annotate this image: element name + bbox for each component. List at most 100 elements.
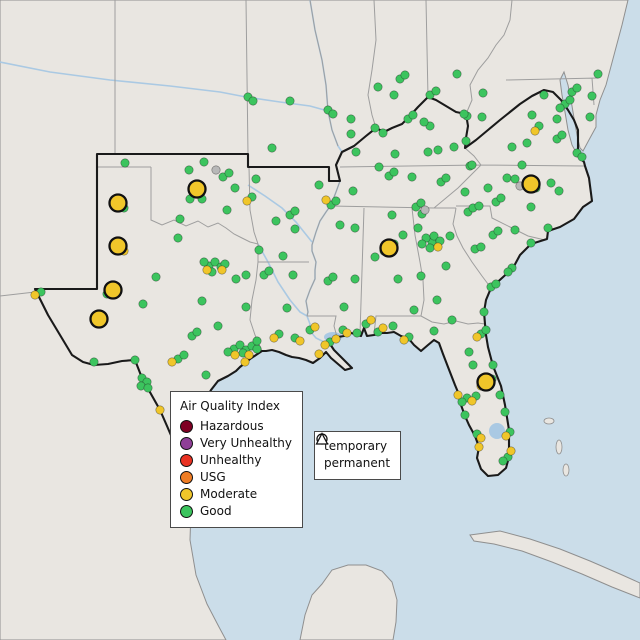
station-dot-good — [503, 267, 513, 277]
bahamas-island — [543, 417, 555, 425]
station-dot-good — [502, 173, 512, 183]
station-dot-good — [241, 302, 251, 312]
station-dot-good — [461, 136, 471, 146]
station-dot-good — [417, 239, 427, 249]
station-dot-good — [565, 95, 575, 105]
station-dot-good — [546, 178, 556, 188]
station-dot-missing — [211, 165, 221, 175]
arkansas-river — [247, 184, 313, 243]
station-dot-good — [423, 147, 433, 157]
station-dot-good — [488, 360, 498, 370]
station-dot-good — [288, 270, 298, 280]
station-dot-good — [389, 167, 399, 177]
station-dot-good — [510, 174, 520, 184]
station-dot-moderate — [320, 340, 330, 350]
station-dot-good — [210, 257, 220, 267]
station-dot-good — [500, 407, 510, 417]
station-dot-good — [230, 183, 240, 193]
station-dot-good — [468, 360, 478, 370]
station-dot-moderate — [378, 323, 388, 333]
station-dot-good — [552, 114, 562, 124]
station-dot-good — [425, 243, 435, 253]
station-dot-good — [419, 117, 429, 127]
station-dot-good — [130, 355, 140, 365]
station-dot-good — [282, 303, 292, 313]
station-dot-good — [429, 231, 439, 241]
temporary-station-marker — [108, 236, 128, 256]
station-dot-moderate — [314, 349, 324, 359]
station-dot-good — [467, 160, 477, 170]
station-dot-good — [370, 123, 380, 133]
station-dot-good — [408, 110, 418, 120]
very-unhealthy-swatch-icon — [180, 437, 193, 450]
temporary-station-marker — [108, 193, 128, 213]
station-dot-good — [350, 223, 360, 233]
station-dot-good — [271, 216, 281, 226]
station-dot-good — [199, 157, 209, 167]
marker-legend-item-temporary: temporary — [316, 433, 390, 455]
aqi-legend-title: Air Quality Index — [180, 399, 281, 413]
station-dot-good — [526, 202, 536, 212]
usg-swatch-icon — [180, 471, 193, 484]
station-dot-good — [351, 147, 361, 157]
aqi-legend-item-moderate: Moderate — [180, 486, 292, 503]
station-dot-good — [498, 456, 508, 466]
station-dot-good — [447, 315, 457, 325]
station-dot-good — [432, 295, 442, 305]
station-dot-moderate — [217, 265, 227, 275]
station-dot-moderate — [321, 195, 331, 205]
station-dot-good — [457, 397, 467, 407]
usg-label: USG — [200, 470, 226, 484]
station-dot-good — [407, 172, 417, 182]
station-dot-good — [495, 390, 505, 400]
station-dot-good — [138, 299, 148, 309]
station-dot-good — [224, 168, 234, 178]
station-dot-good — [370, 252, 380, 262]
temporary-station-marker — [103, 280, 123, 300]
station-dot-moderate — [240, 357, 250, 367]
red-river — [257, 243, 308, 317]
lake-okeechobee — [489, 423, 505, 439]
aqi-legend-item-unhealthy: Unhealthy — [180, 452, 292, 469]
moderate-label: Moderate — [200, 487, 258, 501]
station-dot-good — [184, 165, 194, 175]
station-dot-good — [143, 383, 153, 393]
aqi-legend-item-hazardous: Hazardous — [180, 418, 292, 435]
temporary-label: temporary — [324, 439, 388, 453]
station-dot-good — [267, 143, 277, 153]
station-dot-good — [339, 302, 349, 312]
station-dot-good — [429, 326, 439, 336]
station-dot-good — [328, 272, 338, 282]
station-dot-good — [290, 224, 300, 234]
marker-legend: temporary permanent — [314, 431, 402, 480]
station-dot-good — [587, 91, 597, 101]
station-dot-good — [290, 206, 300, 216]
station-dot-good — [393, 274, 403, 284]
station-dot-good — [251, 174, 261, 184]
station-dot-good — [346, 129, 356, 139]
station-dot-missing — [420, 205, 430, 215]
station-dot-good — [352, 328, 362, 338]
station-dot-good — [378, 128, 388, 138]
hazardous-swatch-icon — [180, 420, 193, 433]
station-dot-good — [252, 336, 262, 346]
station-dot-good — [483, 183, 493, 193]
station-dot-good — [496, 193, 506, 203]
station-dot-moderate — [472, 332, 482, 342]
station-dot-moderate — [202, 265, 212, 275]
station-dot-good — [527, 110, 537, 120]
station-dot-good — [89, 357, 99, 367]
station-dot-good — [445, 231, 455, 241]
station-dot-good — [493, 226, 503, 236]
station-dot-good — [464, 347, 474, 357]
station-dot-moderate — [155, 405, 165, 415]
station-dot-good — [510, 225, 520, 235]
hazardous-label: Hazardous — [200, 419, 264, 433]
station-dot-good — [555, 103, 565, 113]
aqi-legend-item-very-unhealthy: Very Unhealthy — [180, 435, 292, 452]
good-swatch-icon — [180, 505, 193, 518]
station-dot-moderate — [244, 350, 254, 360]
station-dot-good — [554, 186, 564, 196]
station-dot-good — [252, 344, 262, 354]
station-dot-good — [328, 109, 338, 119]
